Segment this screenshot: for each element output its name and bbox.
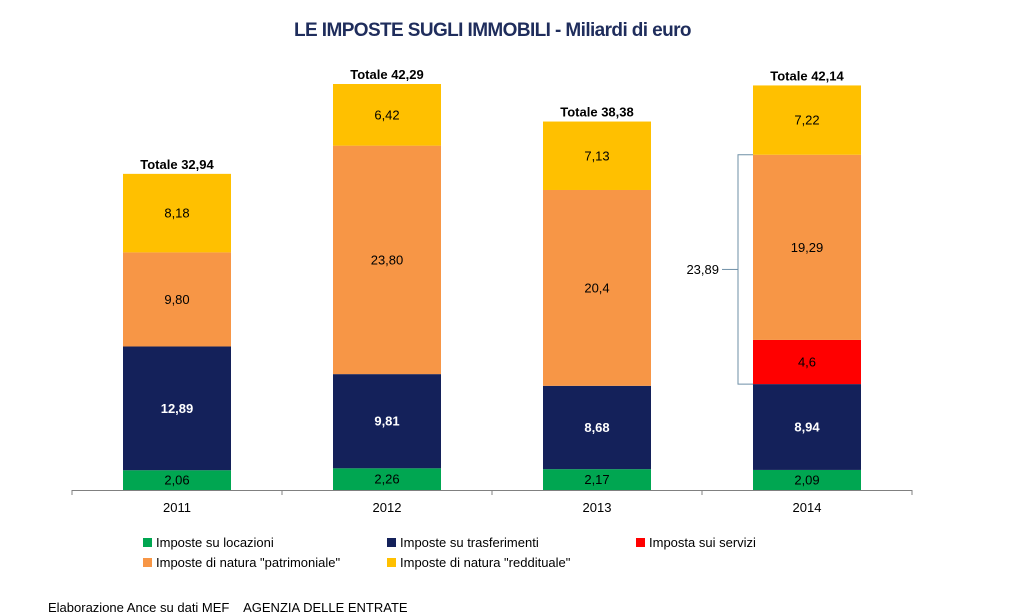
x-tick-label-2011: 2011	[163, 500, 191, 515]
bar-2014-imposte-su-trasferimenti	[753, 384, 861, 470]
data-label-2011-imposte-su-locazioni: 2,06	[164, 473, 189, 488]
bar-2012-imposte-di-natura-reddituale	[333, 84, 441, 146]
data-label-2011-imposte-su-trasferimenti: 12,89	[161, 401, 194, 416]
x-tick-label-2012: 2012	[373, 500, 402, 515]
legend-swatch-imposte-di-natura-patrimoniale	[143, 558, 152, 567]
bar-2012-imposte-su-locazioni	[333, 468, 441, 490]
bar-2014-imposte-su-locazioni	[753, 469, 861, 490]
data-label-2014-imposte-su-locazioni: 2,09	[794, 472, 819, 487]
annotation-bracket	[737, 154, 753, 385]
total-label-2013: Totale 38,38	[560, 105, 633, 120]
bar-2011-imposte-su-trasferimenti	[123, 346, 231, 471]
legend-label-imposte-su-trasferimenti: Imposte su trasferimenti	[400, 535, 539, 550]
data-label-2013-imposte-su-trasferimenti: 8,68	[584, 420, 609, 435]
data-label-2012-imposte-su-locazioni: 2,26	[374, 472, 399, 487]
data-label-2012-imposte-su-trasferimenti: 9,81	[374, 414, 399, 429]
total-label-2014: Totale 42,14	[770, 68, 844, 83]
bar-2014-imposte-di-natura-reddituale	[753, 85, 861, 155]
data-label-2011-imposte-di-natura-patrimoniale: 9,80	[164, 292, 189, 307]
bar-2013-imposte-su-locazioni	[543, 469, 651, 490]
source-note: Elaborazione Ance su dati MEF AGENZIA DE…	[48, 600, 408, 615]
chart-title: LE IMPOSTE SUGLI IMMOBILI - Miliardi di …	[294, 20, 691, 41]
data-label-2014-imposte-di-natura-patrimoniale: 19,29	[791, 240, 824, 255]
data-label-2011-imposte-di-natura-reddituale: 8,18	[164, 206, 189, 221]
data-label-2014-imposta-sui-servizi: 4,6	[798, 355, 816, 370]
legend-label-imposte-di-natura-reddituale: Imposte di natura "reddituale"	[400, 555, 571, 570]
legend-label-imposte-di-natura-patrimoniale: Imposte di natura "patrimoniale"	[156, 555, 340, 570]
data-label-2013-imposte-di-natura-reddituale: 7,13	[584, 148, 609, 163]
bar-2013-imposte-su-trasferimenti	[543, 385, 651, 470]
total-label-2012: Totale 42,29	[350, 67, 423, 82]
data-label-2013-imposte-su-locazioni: 2,17	[584, 472, 609, 487]
data-label-2013-imposte-di-natura-patrimoniale: 20,4	[584, 280, 609, 295]
bar-2012-imposte-di-natura-patrimoniale	[333, 145, 441, 375]
x-tick-label-2014: 2014	[793, 500, 822, 515]
legend-swatch-imposte-su-trasferimenti	[387, 538, 396, 547]
bar-2013-imposte-di-natura-patrimoniale	[543, 189, 651, 386]
legend-swatch-imposte-su-locazioni	[143, 538, 152, 547]
data-label-2014-imposte-di-natura-reddituale: 7,22	[794, 113, 819, 128]
bar-2014-imposte-di-natura-patrimoniale	[753, 154, 861, 340]
x-tick-label-2013: 2013	[583, 500, 612, 515]
data-label-2012-imposte-di-natura-patrimoniale: 23,80	[371, 252, 404, 267]
bar-2011-imposte-di-natura-reddituale	[123, 173, 231, 253]
data-label-2012-imposte-di-natura-reddituale: 6,42	[374, 107, 399, 122]
bar-2011-imposte-su-locazioni	[123, 470, 231, 490]
bar-2011-imposte-di-natura-patrimoniale	[123, 252, 231, 347]
legend-label-imposta-sui-servizi: Imposta sui servizi	[649, 535, 756, 550]
annotation-label: 23,89	[686, 262, 719, 277]
bar-2014-imposta-sui-servizi	[753, 339, 861, 385]
total-label-2011: Totale 32,94	[140, 157, 214, 172]
legend-label-imposte-su-locazioni: Imposte su locazioni	[156, 535, 274, 550]
bar-2012-imposte-su-trasferimenti	[333, 374, 441, 469]
data-label-2014-imposte-su-trasferimenti: 8,94	[794, 420, 820, 435]
bar-2013-imposte-di-natura-reddituale	[543, 121, 651, 190]
legend-swatch-imposte-di-natura-reddituale	[387, 558, 396, 567]
legend-swatch-imposta-sui-servizi	[636, 538, 645, 547]
